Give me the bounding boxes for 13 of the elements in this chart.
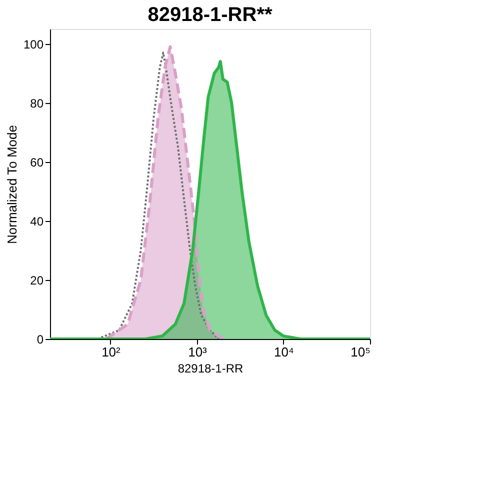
chart-title: 82918-1-RR** [148,4,272,26]
y-axis-title: Normalized To Mode [4,125,20,244]
y-tick-label: 100 [23,37,44,52]
x-tick-label: 10² [102,344,122,360]
y-tick-label: 0 [36,332,44,346]
y-tick-label: 20 [30,273,44,288]
y-tick-label: 60 [30,155,44,170]
y-tick-label: 40 [30,214,44,228]
x-tick-label: 10⁵ [350,344,370,360]
x-axis-title: 82918-1-RR [178,362,244,376]
x-tick-label: 10³ [188,344,208,360]
y-tick-label: 80 [30,96,44,110]
x-tick-label: 10⁴ [274,344,294,360]
